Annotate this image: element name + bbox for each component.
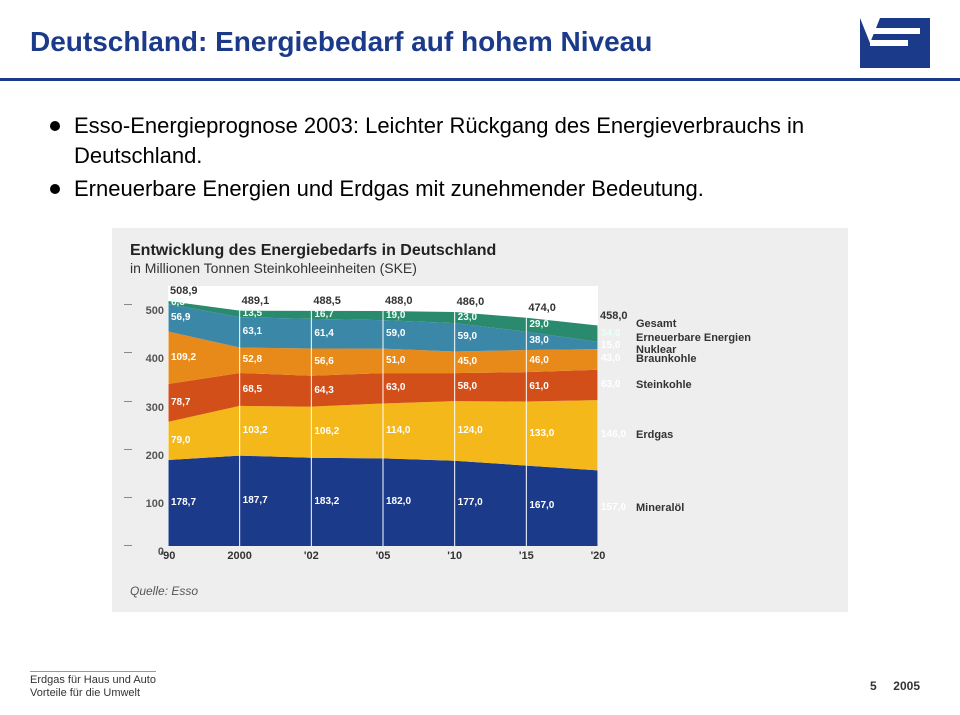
legend-erneuerbare: Erneuerbare Energien (636, 332, 751, 344)
ytick-line (124, 545, 132, 546)
legend-steinkohle: Steinkohle (636, 379, 692, 391)
chart-area-svg (168, 286, 598, 546)
chart-plot-area: 508,9178,779,078,7109,256,96,3489,1187,7… (168, 286, 598, 546)
value-label: 63,0 (601, 379, 620, 390)
ytick: 300 (146, 402, 164, 414)
value-label: 157,0 (601, 502, 626, 513)
footer-line2: Vorteile für die Umwelt (30, 687, 156, 701)
xtick: '20 (591, 550, 606, 562)
total-label: 458,0 (600, 310, 628, 322)
legend-erdgas: Erdgas (636, 429, 673, 441)
chart-body: 0100200300400500 508,9178,779,078,7109,2… (130, 286, 830, 546)
value-label: 15,0 (601, 340, 620, 351)
legend-braunkohle: Braunkohle (636, 353, 697, 365)
total-label: 489,1 (242, 295, 270, 307)
bullet-item: Esso-Energieprognose 2003: Leichter Rück… (50, 111, 910, 170)
ytick: 400 (146, 353, 164, 365)
ytick: 200 (146, 450, 164, 462)
total-label: 488,5 (313, 295, 341, 307)
legend-total: Gesamt (636, 318, 676, 330)
xtick: 2000 (227, 550, 251, 562)
slide-title: Deutschland: Energiebedarf auf hohem Niv… (30, 26, 652, 58)
ytick-line (124, 449, 132, 450)
chart-container: Entwicklung des Energiebedarfs in Deutsc… (112, 228, 848, 612)
company-logo-icon (860, 18, 930, 68)
total-label: 486,0 (457, 296, 485, 308)
xtick: '02 (304, 550, 319, 562)
chart-title: Entwicklung des Energiebedarfs in Deutsc… (130, 242, 830, 260)
slide-footer: Erdgas für Haus und Auto Vorteile für di… (30, 671, 156, 702)
xtick: '15 (519, 550, 534, 562)
xtick: '90 (161, 550, 176, 562)
total-label: 488,0 (385, 295, 413, 307)
page-number: 5 2005 (870, 679, 920, 693)
xtick: '05 (376, 550, 391, 562)
footer-line1: Erdgas für Haus und Auto (30, 671, 156, 688)
chart-yaxis: 0100200300400500 (130, 286, 168, 546)
legend-mineraloel: Mineralöl (636, 502, 684, 514)
ytick: 100 (146, 498, 164, 510)
page-num: 5 (870, 679, 877, 693)
total-label: 508,9 (170, 285, 198, 297)
ytick-line (124, 497, 132, 498)
ytick-line (124, 304, 132, 305)
total-label: 474,0 (528, 302, 556, 314)
chart-source: Quelle: Esso (130, 584, 830, 598)
xtick: '10 (447, 550, 462, 562)
bullet-item: Erneuerbare Energien und Erdgas mit zune… (50, 174, 910, 204)
chart-xaxis: '902000'02'05'10'15'20 (168, 546, 598, 568)
slide-header: Deutschland: Energiebedarf auf hohem Niv… (0, 0, 960, 81)
value-label: 34,0 (601, 328, 620, 339)
page-year: 2005 (893, 679, 920, 693)
slide-content: Esso-Energieprognose 2003: Leichter Rück… (0, 81, 960, 612)
chart-subtitle: in Millionen Tonnen Steinkohleeinheiten … (130, 260, 830, 276)
value-label: 43,0 (601, 353, 620, 364)
ytick: 500 (146, 305, 164, 317)
value-label: 146,0 (601, 429, 626, 440)
ytick-line (124, 352, 132, 353)
ytick-line (124, 401, 132, 402)
